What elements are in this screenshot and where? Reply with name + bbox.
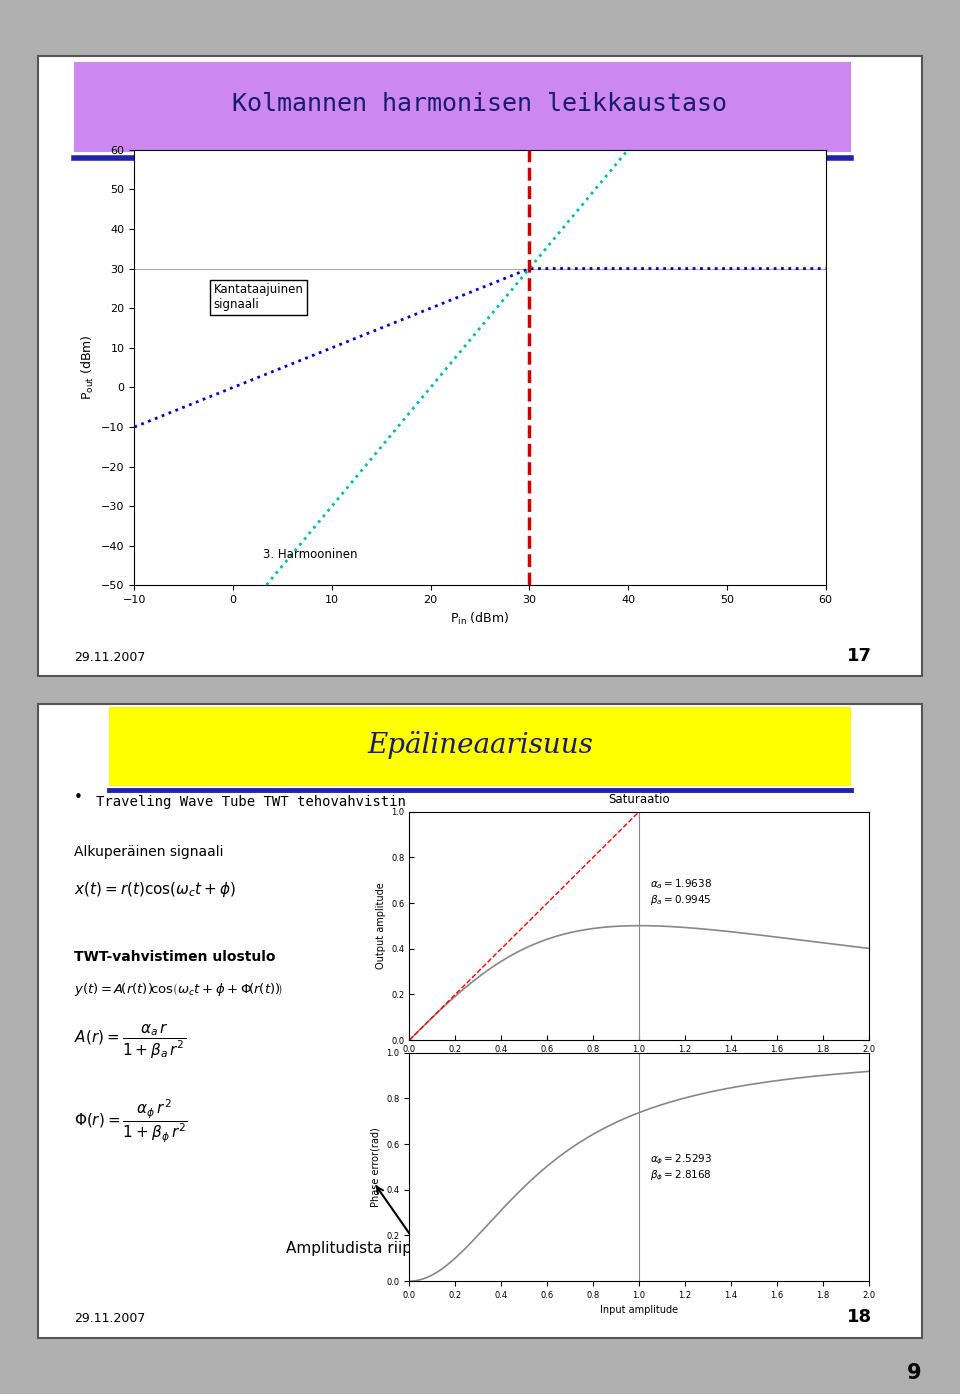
FancyBboxPatch shape [74, 61, 851, 152]
Text: Epälineaarisuus: Epälineaarisuus [367, 732, 593, 760]
Text: 18: 18 [848, 1309, 873, 1326]
Title: Saturaatio: Saturaatio [609, 793, 670, 807]
Text: 29.11.2007: 29.11.2007 [74, 1312, 145, 1326]
Y-axis label: P$_{\rm out}$ (dBm): P$_{\rm out}$ (dBm) [80, 335, 96, 400]
Text: $A(r) = \dfrac{\alpha_a\, r}{1 + \beta_a\, r^2}$: $A(r) = \dfrac{\alpha_a\, r}{1 + \beta_a… [74, 1022, 186, 1061]
Text: $y(t) = A\!\left(r(t)\right)\!\cos\!\left(\omega_c t+\phi+\Phi\!\left(r(t)\right: $y(t) = A\!\left(r(t)\right)\!\cos\!\lef… [74, 980, 282, 998]
Text: •: • [74, 790, 83, 806]
Text: $\Phi(r) = \dfrac{\alpha_\phi\, r^2}{1 + \beta_\phi\, r^2}$: $\Phi(r) = \dfrac{\alpha_\phi\, r^2}{1 +… [74, 1097, 187, 1144]
Text: 17: 17 [848, 647, 873, 665]
Text: Traveling Wave Tube TWT tehovahvistin: Traveling Wave Tube TWT tehovahvistin [96, 796, 406, 810]
FancyBboxPatch shape [38, 56, 922, 676]
Text: TWT-vahvistimen ulostulo: TWT-vahvistimen ulostulo [74, 949, 276, 963]
FancyBboxPatch shape [109, 707, 851, 786]
Text: 9: 9 [907, 1363, 922, 1383]
Text: $x(t) = r(t)\cos\!\left(\omega_c t + \phi\right)$: $x(t) = r(t)\cos\!\left(\omega_c t + \ph… [74, 880, 236, 899]
X-axis label: P$_{\rm in}$ (dBm): P$_{\rm in}$ (dBm) [450, 611, 510, 627]
Text: $\alpha_\phi = 2.5293$
$\beta_\phi = 2.8168$: $\alpha_\phi = 2.5293$ $\beta_\phi = 2.8… [651, 1153, 712, 1184]
Y-axis label: Output amplitude: Output amplitude [375, 882, 386, 969]
Text: 3. Harmooninen: 3. Harmooninen [263, 548, 357, 560]
Text: Alkuperäinen signaali: Alkuperäinen signaali [74, 845, 224, 859]
Text: $\alpha_a = 1.9638$
$\beta_a = 0.9945$: $\alpha_a = 1.9638$ $\beta_a = 0.9945$ [651, 877, 712, 907]
Text: Kantataajuinen
signaali: Kantataajuinen signaali [213, 283, 303, 311]
X-axis label: Input amplitude: Input amplitude [600, 1059, 678, 1069]
FancyBboxPatch shape [38, 704, 922, 1338]
X-axis label: Input amplitude: Input amplitude [600, 1305, 678, 1316]
Text: Amplitudista riippuva vaiheensiirto: Amplitudista riippuva vaiheensiirto [286, 1188, 554, 1256]
Text: 29.11.2007: 29.11.2007 [74, 651, 145, 664]
Text: Kolmannen harmonisen leikkaustaso: Kolmannen harmonisen leikkaustaso [232, 92, 728, 116]
Y-axis label: Phase error(rad): Phase error(rad) [371, 1128, 381, 1207]
